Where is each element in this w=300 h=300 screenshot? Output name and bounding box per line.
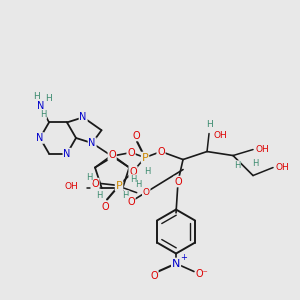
Text: OH: OH	[213, 131, 227, 140]
Text: O: O	[174, 176, 182, 187]
Text: H: H	[86, 173, 92, 182]
Text: O⁻: O⁻	[196, 268, 208, 278]
Text: O: O	[129, 167, 137, 176]
Text: OH: OH	[65, 182, 79, 191]
Text: H: H	[136, 180, 142, 189]
Text: O: O	[127, 196, 135, 206]
Text: +: +	[181, 253, 188, 262]
Text: H: H	[206, 120, 212, 129]
Text: O: O	[127, 148, 135, 158]
Text: H: H	[130, 175, 136, 184]
Text: OH: OH	[275, 163, 289, 172]
Text: P: P	[116, 181, 122, 190]
Text: N: N	[88, 138, 96, 148]
Text: O: O	[150, 271, 158, 281]
Text: N: N	[80, 112, 87, 122]
Text: H: H	[234, 161, 240, 170]
Text: OH: OH	[255, 145, 269, 154]
Text: N: N	[172, 259, 180, 269]
Text: O: O	[108, 150, 116, 160]
Text: O: O	[91, 178, 99, 188]
Text: H: H	[46, 94, 52, 103]
Text: H: H	[96, 191, 103, 200]
Text: H: H	[40, 110, 46, 119]
Text: H: H	[34, 92, 40, 101]
Text: H: H	[144, 167, 150, 176]
Text: N: N	[36, 133, 44, 143]
Text: O: O	[132, 130, 140, 140]
Text: O: O	[143, 188, 150, 197]
Text: N: N	[63, 148, 71, 159]
Text: P: P	[142, 152, 148, 163]
Text: O: O	[157, 146, 165, 157]
Text: H: H	[122, 191, 129, 200]
Text: N: N	[37, 101, 45, 111]
Text: O: O	[101, 202, 109, 212]
Text: H: H	[252, 159, 258, 168]
